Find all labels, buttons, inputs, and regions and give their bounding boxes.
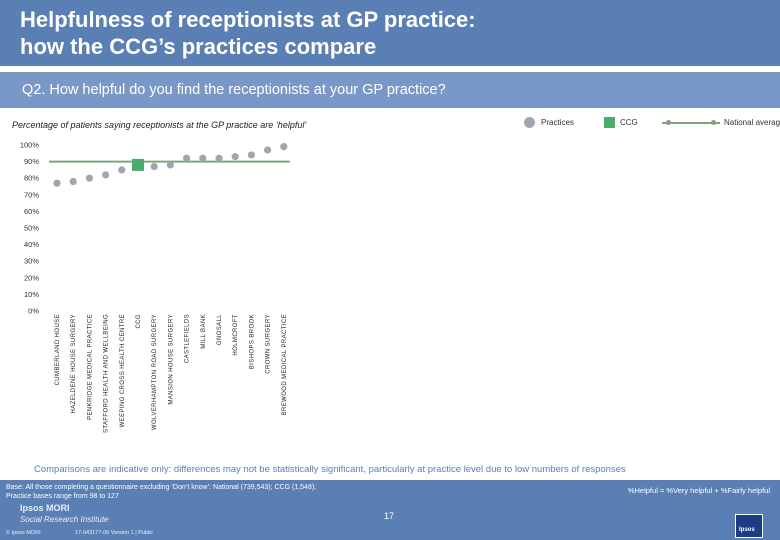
- x-category-label: PENKRIDGE MEDICAL PRACTICE: [87, 314, 93, 420]
- x-category-label: HAZELDENE HOUSE SURGERY: [71, 314, 77, 413]
- x-category-label: MILL BANK: [201, 314, 207, 349]
- y-tick-label: 50%: [24, 224, 39, 233]
- y-tick-label: 0%: [28, 307, 39, 316]
- y-tick-label: 40%: [24, 240, 39, 249]
- title-line-1: Helpfulness of receptionists at GP pract…: [20, 7, 476, 32]
- practice-point: [69, 177, 77, 186]
- title-line-2: how the CCG’s practices compare: [20, 34, 377, 59]
- x-category-label: BISHOPS BROOK: [249, 314, 255, 369]
- ccg-point: [132, 158, 144, 171]
- practice-point: [199, 154, 207, 162]
- practice-point: [118, 166, 126, 174]
- y-tick-label: 20%: [24, 273, 39, 282]
- practice-point: [215, 154, 223, 162]
- base-line-1: Base: All those completing a questionnai…: [6, 484, 317, 491]
- chart-area: 0% 10% 20% 30% 40% 50% 60% 70% 80% 90% 100% CUMBER…: [20, 141, 290, 433]
- x-category-label: WOLVERHAMPTON ROAD SURGERY: [152, 314, 158, 430]
- x-category-label: CROWN SURGERY: [266, 314, 272, 374]
- legend-national-label: National average: [724, 118, 780, 127]
- helpful-definition: %Helpful = %Very helpful + %Fairly helpf…: [627, 486, 770, 495]
- reference-code: 17-043177-06 Version 1 | Public: [75, 530, 154, 536]
- legend-practices-label: Practices: [541, 118, 574, 127]
- legend-ccg: CCG: [604, 115, 664, 131]
- x-category-label: MANSION HOUSE SURGERY: [168, 314, 174, 405]
- chart-subtitle: Percentage of patients saying receptioni…: [12, 120, 307, 130]
- base-line-2: Practice bases range from 98 to 127: [6, 493, 119, 500]
- base-note: Base: All those completing a questionnai…: [6, 483, 386, 501]
- title-bar: Helpfulness of receptionists at GP pract…: [0, 0, 780, 66]
- y-tick-label: 60%: [24, 207, 39, 216]
- practice-marker-icon: [524, 117, 535, 128]
- slide-title: Helpfulness of receptionists at GP pract…: [20, 6, 740, 60]
- practice-point: [166, 161, 174, 169]
- ccg-marker-icon: [604, 117, 615, 128]
- question-bar: Q2. How helpful do you find the receptio…: [0, 72, 780, 108]
- y-tick-label: 30%: [24, 257, 39, 266]
- national-line-dot-icon: [711, 120, 716, 125]
- practice-point: [231, 153, 239, 161]
- practice-point: [150, 162, 158, 171]
- x-axis-labels: CUMBERLAND HOUSE HAZELDENE HOUSE SURGERY P…: [55, 314, 288, 433]
- ipsos-badge-icon: Ipsos: [735, 514, 763, 538]
- y-tick-label: 70%: [24, 190, 39, 199]
- ipsos-badge-text: Ipsos: [739, 527, 755, 533]
- footer: Base: All those completing a questionnai…: [0, 480, 780, 540]
- legend-national: National average: [662, 115, 780, 131]
- x-category-label: WEEPING CROSS HEALTH CENTRE: [120, 314, 126, 427]
- national-line-dot-icon: [666, 120, 671, 125]
- x-category-label: CUMBERLAND HOUSE: [55, 314, 61, 385]
- y-tick-label: 10%: [24, 290, 39, 299]
- logo-subtitle: Social Research Institute: [20, 515, 109, 524]
- practice-point: [247, 151, 255, 159]
- legend-practices: Practices: [524, 115, 594, 131]
- x-category-label: STAFFORD HEALTH AND WELLBEING: [104, 314, 110, 433]
- x-category-label: HOLMCROFT: [233, 314, 239, 356]
- practice-point: [85, 174, 93, 182]
- national-line-icon: [662, 122, 720, 124]
- legend-ccg-label: CCG: [620, 118, 638, 127]
- practice-point: [53, 179, 61, 187]
- y-axis: 0% 10% 20% 30% 40% 50% 60% 70% 80% 90% 100%: [20, 141, 40, 316]
- x-category-label: CASTLEFIELDS: [185, 314, 191, 363]
- x-category-label: GNOSALL: [217, 314, 223, 345]
- page-number: 17: [384, 511, 395, 521]
- chart-legend: Practices CCG National average: [522, 115, 780, 131]
- y-tick-label: 80%: [24, 174, 39, 183]
- x-category-label: CCG: [136, 314, 142, 329]
- copyright: © Ipsos MORI: [6, 530, 41, 536]
- practice-point: [264, 146, 272, 154]
- question-text: Q2. How helpful do you find the receptio…: [22, 82, 446, 98]
- x-category-label: BREWOOD MEDICAL PRACTICE: [282, 314, 288, 415]
- practice-point: [102, 171, 110, 179]
- practice-point: [183, 154, 191, 162]
- data-points: [53, 143, 288, 187]
- practice-point: [280, 143, 288, 151]
- y-tick-label: 100%: [20, 141, 40, 150]
- comparison-footnote: Comparisons are indicative only: differe…: [34, 464, 626, 475]
- y-tick-label: 90%: [24, 157, 39, 166]
- ipsos-mori-logo: Ipsos MORI: [20, 503, 70, 513]
